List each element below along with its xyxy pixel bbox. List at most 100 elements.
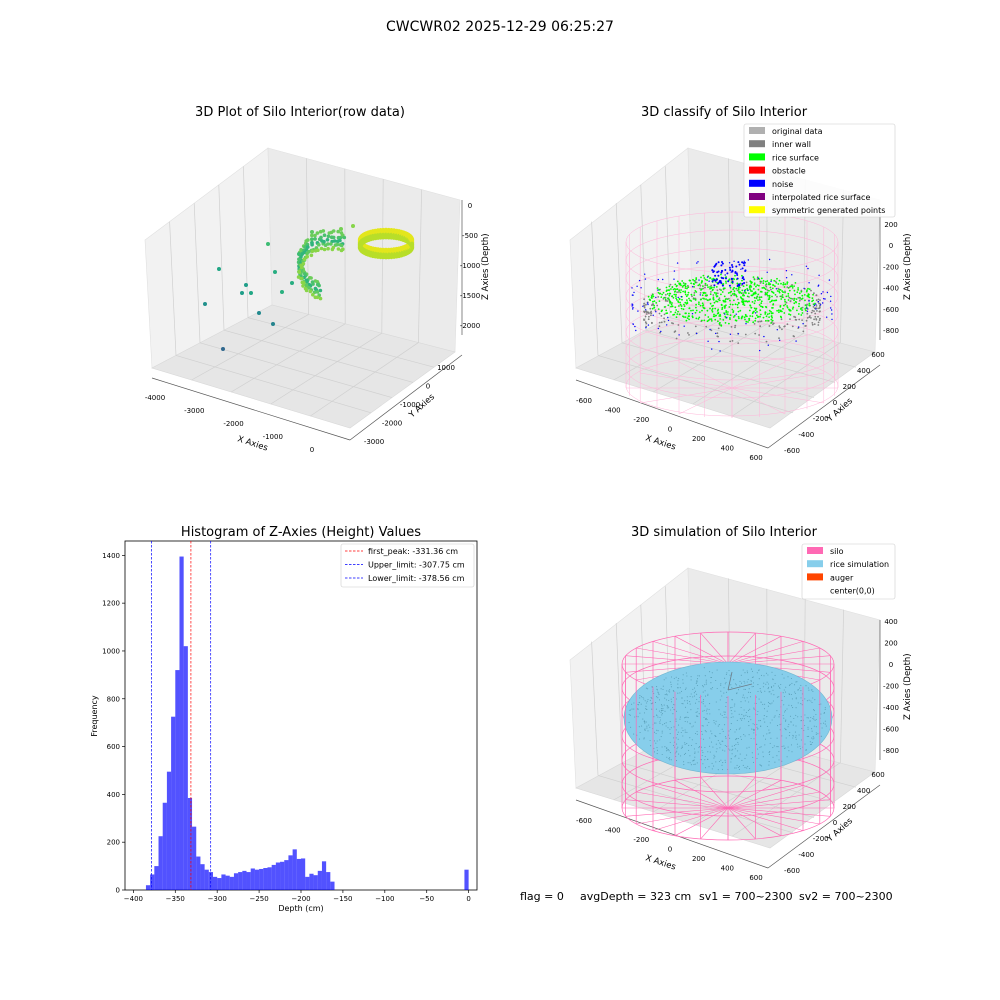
panel4-rice-grid-point (799, 748, 802, 750)
panel2-point-rice (741, 301, 744, 304)
panel2-point-rice (758, 284, 760, 287)
panel2-point-rice (720, 303, 723, 306)
panel2-point-rice (803, 294, 806, 296)
panel2-point-rice (672, 296, 675, 299)
panel4-rice-grid-point (770, 703, 772, 705)
panel4-rice-grid-point (726, 672, 728, 674)
panel4-rice-grid-point (695, 682, 697, 684)
panel1-point (310, 237, 314, 242)
histogram-bar (313, 875, 318, 890)
panel2-point-rice (784, 300, 786, 303)
panel4-rice-grid-point (811, 689, 813, 691)
panel2-point-noise (822, 302, 824, 304)
histogram-bar (305, 876, 310, 890)
panel2-point-rice (705, 298, 707, 300)
panel2-y-tick: -400 (798, 431, 814, 439)
panel2-point-inner-wall (817, 315, 819, 318)
panel4-rice-grid-point (644, 729, 646, 732)
panel2-legend-swatch (749, 166, 765, 174)
panel4-rice-grid-point (743, 734, 745, 736)
panel1-point (316, 282, 320, 287)
panel2-point-rice (769, 301, 771, 303)
panel2-point-rice (735, 287, 738, 290)
panel1-point (319, 235, 323, 240)
panel1-point (257, 311, 261, 315)
panel4-rice-grid-point (748, 688, 750, 690)
panel4-rice-grid-point (778, 759, 780, 761)
panel4-rice-grid-point (746, 767, 748, 769)
panel2-point-rice (769, 286, 772, 289)
panel2-point-rice (762, 286, 765, 289)
panel4-rice-grid-point (669, 759, 671, 761)
panel2-point-rice (739, 296, 742, 298)
panel4-rice-grid-point (712, 746, 714, 748)
panel4-rice-grid-point (683, 753, 686, 755)
panel2-point-rice (787, 299, 790, 301)
panel2-point-rice (807, 287, 809, 290)
panel4-rice-grid-point (698, 713, 700, 715)
panel4-rice-grid-point (783, 717, 785, 719)
panel2-point-noise (667, 316, 669, 319)
panel4-rice-grid-point (696, 715, 698, 717)
panel2-point-rice (701, 280, 703, 283)
panel2-point-rice (686, 301, 689, 304)
panel4-rice-grid-point (696, 693, 698, 695)
panel4-rice-grid-point (813, 709, 815, 711)
panel2-point-rice (709, 302, 712, 305)
panel4-rice-grid-point (678, 678, 680, 680)
panel4-rice-grid-point (717, 725, 719, 727)
panel4-rice-grid-point (675, 737, 677, 739)
panel2-point-rice (811, 297, 814, 300)
panel4-rice-grid-point (766, 681, 768, 683)
panel4-rice-grid-point (702, 691, 704, 693)
panel2-point-rice (666, 293, 669, 295)
panel2-point-noise (820, 293, 823, 295)
panel2-point-rice (768, 282, 770, 284)
panel4-rice-grid-point (812, 736, 814, 738)
panel2-point-rice (710, 320, 713, 322)
panel2-point-rice (722, 319, 725, 321)
panel4-rice-grid-point (781, 699, 783, 701)
panel1-y-tick: 1000 (437, 364, 455, 372)
panel4-rice-grid-point (742, 669, 744, 671)
panel1-x-tick: 0 (310, 446, 314, 454)
panel4-rice-grid-point (750, 719, 752, 721)
panel4-silo-spoke (700, 807, 729, 840)
panel2-silo-spoke (731, 361, 786, 389)
panel2-point-rice (695, 303, 697, 306)
panel2-point-inner-wall (688, 334, 690, 336)
panel2-point-rice (767, 319, 769, 322)
panel2-point-noise (829, 300, 832, 302)
panel2-point-rice (677, 301, 680, 303)
panel4-rice-grid-point (650, 745, 652, 747)
panel4-rice-grid-point (661, 746, 663, 748)
panel4-rice-grid-point (705, 731, 707, 733)
panel2-point-rice (711, 310, 714, 313)
panel2-point-rice (770, 315, 773, 317)
panel2-point-noise (678, 334, 680, 336)
panel2-point-rice (784, 283, 787, 285)
panel4-rice-grid-point (690, 679, 692, 681)
panel4-rice-grid-point (724, 750, 726, 752)
panel2-point-rice (697, 284, 700, 287)
panel2-point-inner-wall (651, 303, 654, 306)
panel4-rice-grid-point (724, 759, 726, 761)
panel2-point-rice (770, 310, 772, 313)
histogram-legend-label: first_peak: -331.36 cm (368, 547, 458, 556)
panel2-point-rice (800, 314, 803, 316)
panel1-point (221, 347, 225, 351)
panel4-rice-grid-point (758, 678, 760, 680)
panel4-rice-grid-point (661, 753, 663, 756)
panel4-rice-grid-point (719, 747, 721, 749)
panel4-y-tick: -400 (798, 851, 814, 859)
panel4-rice-grid-point (772, 678, 774, 680)
panel2-point-rice (706, 320, 709, 323)
panel2-point-rice (755, 285, 757, 288)
panel4-rice-grid-point (705, 683, 708, 685)
panel2-point-rice (771, 299, 773, 302)
panel2-point-rice (797, 288, 799, 291)
panel2-point-rice (720, 289, 722, 291)
panel2-point-rice (715, 292, 718, 295)
panel2-point-inner-wall (819, 317, 821, 320)
panel4-rice-grid-point (653, 740, 655, 742)
